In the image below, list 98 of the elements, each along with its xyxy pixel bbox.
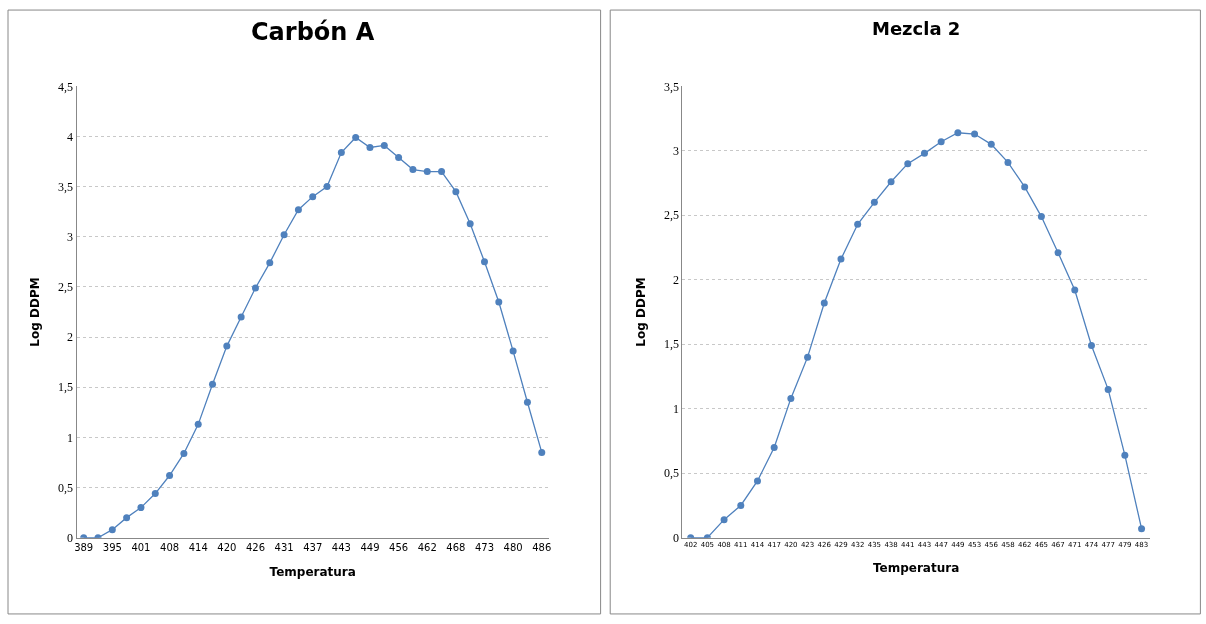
- x-tick-label: 401: [131, 541, 151, 553]
- point: [151, 490, 159, 498]
- x-tick-label: 414: [188, 541, 208, 553]
- y-tick-label: 0,5: [58, 480, 74, 495]
- x-tick-label: 420: [217, 541, 237, 553]
- x-tick-label: 408: [160, 541, 180, 553]
- y-tick-label: 0: [67, 530, 74, 545]
- point: [804, 353, 812, 361]
- y-tick-label: 0,5: [663, 466, 679, 481]
- point: [194, 420, 202, 428]
- x-axis-title: Temperatura: [872, 561, 960, 575]
- x-tick-label: 437: [303, 541, 323, 553]
- point: [937, 138, 945, 146]
- point: [495, 298, 503, 306]
- point: [409, 166, 417, 174]
- point: [538, 448, 546, 456]
- point: [737, 501, 745, 509]
- y-tick-label: 3,5: [663, 79, 679, 94]
- point: [954, 129, 962, 137]
- point: [1104, 385, 1112, 393]
- point: [352, 133, 360, 141]
- y-axis-title: Log DDPM: [28, 277, 43, 347]
- point: [971, 130, 979, 138]
- x-tick-label: 456: [389, 541, 409, 553]
- point: [720, 516, 728, 524]
- y-tick-label: 2,5: [663, 208, 679, 223]
- point: [237, 313, 245, 321]
- y-tick-label: 4,5: [58, 79, 74, 94]
- chart-title: Carbón A: [251, 18, 375, 46]
- point: [1037, 213, 1045, 221]
- point: [309, 193, 317, 201]
- y-tick-label: 1: [67, 430, 74, 445]
- x-tick-label: 395: [102, 541, 122, 553]
- point: [223, 342, 231, 350]
- point: [1138, 525, 1146, 533]
- point: [108, 526, 116, 534]
- point: [137, 504, 145, 512]
- point: [266, 259, 274, 267]
- point: [452, 188, 460, 196]
- point: [987, 140, 995, 148]
- y-tick-label: 1: [672, 401, 679, 416]
- point: [423, 168, 431, 176]
- point: [294, 206, 302, 214]
- point: [1087, 342, 1095, 350]
- x-tick-label: 431: [274, 541, 294, 553]
- point: [920, 149, 928, 157]
- point: [509, 347, 517, 355]
- x-tick-label: 389: [74, 541, 94, 553]
- x-tick-label: 443: [331, 541, 351, 553]
- x-tick-label: 449: [360, 541, 380, 553]
- x-tick-label: 486: [532, 541, 552, 553]
- point: [870, 198, 878, 206]
- point: [481, 258, 488, 266]
- point: [280, 231, 288, 239]
- point: [123, 514, 131, 522]
- point: [166, 472, 174, 480]
- x-tick-label: 468: [446, 541, 466, 553]
- y-axis-title: Log DDPM: [634, 277, 649, 347]
- y-tick-label: 3,5: [58, 179, 74, 194]
- y-tick-label: 2: [67, 330, 74, 345]
- point: [837, 255, 845, 263]
- point: [323, 183, 331, 191]
- point: [753, 477, 761, 485]
- point: [366, 143, 374, 151]
- point: [1121, 451, 1129, 459]
- point: [209, 380, 217, 388]
- x-axis-title: Temperatura: [269, 564, 356, 579]
- x-tick-label: 480: [503, 541, 523, 553]
- point: [1021, 183, 1029, 191]
- y-tick-label: 3: [67, 229, 74, 244]
- x-tick-label: 462: [417, 541, 437, 553]
- point: [180, 449, 188, 457]
- y-tick-label: 0: [672, 530, 679, 545]
- y-tick-label: 3: [672, 143, 679, 158]
- point: [466, 220, 474, 228]
- y-tick-label: 1,5: [663, 337, 679, 352]
- point: [251, 284, 259, 292]
- y-tick-label: 4: [67, 129, 74, 144]
- point: [380, 141, 388, 149]
- point: [395, 154, 403, 162]
- y-tick-label: 1,5: [58, 380, 74, 395]
- point: [887, 178, 895, 186]
- x-tick-label: 426: [245, 541, 265, 553]
- point: [904, 160, 912, 168]
- point: [770, 443, 778, 451]
- chart-title: Mezcla 2: [872, 18, 961, 39]
- point: [1071, 286, 1079, 294]
- x-tick-label: 473: [474, 541, 495, 553]
- point: [854, 220, 862, 228]
- point: [438, 168, 446, 176]
- point: [1004, 158, 1012, 166]
- point: [337, 149, 345, 157]
- y-tick-label: 2: [672, 272, 679, 287]
- point: [820, 299, 828, 307]
- point: [523, 398, 531, 406]
- point: [787, 394, 795, 402]
- y-tick-label: 2,5: [58, 280, 74, 295]
- point: [1054, 249, 1062, 257]
